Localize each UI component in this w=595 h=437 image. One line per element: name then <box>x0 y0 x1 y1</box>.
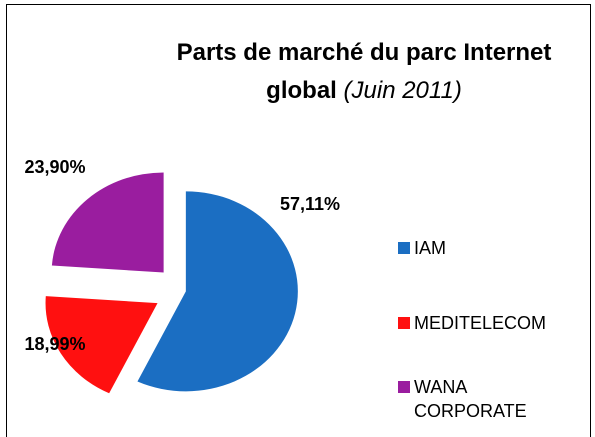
data-label: 23,90% <box>24 157 85 177</box>
legend-entry: IAM <box>398 236 558 260</box>
data-label: 57,11% <box>280 194 340 214</box>
chart-title-block: Parts de marché du parc Internet global … <box>138 34 590 110</box>
pie-slice <box>45 296 158 394</box>
legend-swatch <box>398 242 410 254</box>
legend-swatch <box>398 381 410 393</box>
legend-entry: MEDITELECOM <box>398 311 558 335</box>
legend-swatch <box>398 317 410 329</box>
chart-subtitle: (Juin 2011) <box>343 77 462 104</box>
legend-entry: WANA CORPORATE <box>398 375 558 423</box>
legend-label: MEDITELECOM <box>414 313 547 333</box>
pie-slice <box>137 191 298 392</box>
chart-title: Parts de marché du parc Internet global <box>176 39 552 104</box>
pie-slice <box>51 172 164 273</box>
legend-label: IAM <box>414 238 447 258</box>
chart-frame <box>6 4 591 437</box>
data-label: 18,99% <box>24 334 85 354</box>
legend-label: WANA CORPORATE <box>414 377 527 421</box>
